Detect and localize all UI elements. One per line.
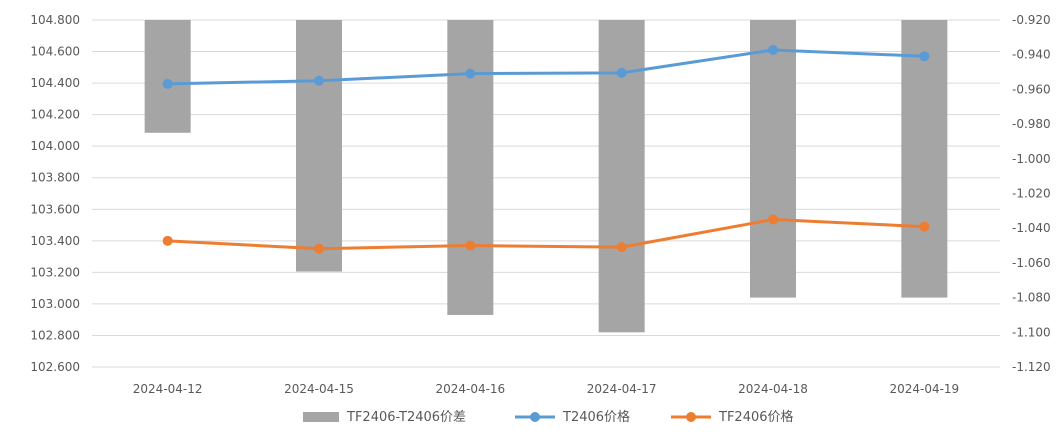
spread-bar <box>901 20 948 298</box>
right-tick-label: -1.080 <box>1012 291 1051 305</box>
legend-marker <box>530 412 540 422</box>
left-tick-label: 103.600 <box>30 202 80 216</box>
tf2406-point <box>919 221 930 232</box>
bar-series <box>144 20 948 333</box>
legend-bar-swatch <box>303 412 339 422</box>
spread-bar <box>598 20 645 333</box>
spread-bar <box>296 20 342 272</box>
right-tick-label: -0.960 <box>1012 82 1051 96</box>
right-y-axis: -0.920 -0.940 -0.960 -0.980 -1.000 -1.020 -1.0… <box>1012 13 1051 374</box>
x-tick-label: 2024-04-17 <box>587 382 657 396</box>
right-tick-label: -1.100 <box>1012 325 1051 339</box>
line-series <box>162 44 930 254</box>
right-tick-label: -0.980 <box>1012 117 1051 131</box>
left-tick-label: 103.200 <box>30 265 80 279</box>
tf2406-point <box>162 235 173 246</box>
left-tick-label: 103.000 <box>30 297 80 311</box>
t2406-point <box>616 67 627 78</box>
spread-bar <box>750 20 796 298</box>
x-tick-label: 2024-04-18 <box>738 382 808 396</box>
right-tick-label: -1.020 <box>1012 187 1051 201</box>
x-axis: 2024-04-12 2024-04-15 2024-04-16 2024-04-17… <box>133 382 959 396</box>
left-tick-label: 102.600 <box>30 360 80 374</box>
spread-bar <box>447 20 494 315</box>
t2406-point <box>162 78 173 89</box>
right-tick-label: -1.040 <box>1012 221 1051 235</box>
x-tick-label: 2024-04-15 <box>284 382 354 396</box>
tf2406-point <box>768 214 778 225</box>
left-tick-label: 104.800 <box>30 13 80 27</box>
left-tick-label: 104.600 <box>30 45 80 59</box>
right-tick-label: -1.120 <box>1012 360 1051 374</box>
left-y-axis: 104.800 104.600 104.400 104.200 104.000 103.8… <box>30 13 80 374</box>
x-tick-label: 2024-04-12 <box>133 382 203 396</box>
left-tick-label: 102.800 <box>30 328 80 342</box>
t2406-line <box>167 48 925 86</box>
left-tick-label: 104.000 <box>30 139 80 153</box>
legend: TF2406-T2406价差 T2406价格 TF2406价格 <box>303 409 794 425</box>
legend-marker <box>686 412 696 422</box>
legend-label: TF2406价格 <box>718 409 794 425</box>
right-tick-label: -1.000 <box>1012 152 1051 166</box>
t2406-point <box>919 51 930 62</box>
t2406-point <box>465 68 476 79</box>
t2406-point <box>314 75 324 86</box>
tf2406-point <box>314 243 324 254</box>
left-tick-label: 103.800 <box>30 171 80 185</box>
right-tick-label: -1.060 <box>1012 256 1051 270</box>
left-tick-label: 104.200 <box>30 108 80 122</box>
left-tick-label: 103.400 <box>30 234 80 248</box>
left-tick-label: 104.400 <box>30 76 80 90</box>
legend-label: TF2406-T2406价差 <box>346 410 466 425</box>
x-tick-label: 2024-04-19 <box>889 382 959 396</box>
tf2406-point <box>616 242 627 253</box>
legend-label: T2406价格 <box>562 409 630 425</box>
right-tick-label: -0.920 <box>1012 13 1051 27</box>
t2406-point <box>768 44 778 55</box>
right-tick-label: -0.940 <box>1012 48 1051 62</box>
spread-bar <box>144 20 191 133</box>
x-tick-label: 2024-04-16 <box>435 382 505 396</box>
tf2406-point <box>465 240 476 251</box>
tf2406-line <box>167 218 925 251</box>
